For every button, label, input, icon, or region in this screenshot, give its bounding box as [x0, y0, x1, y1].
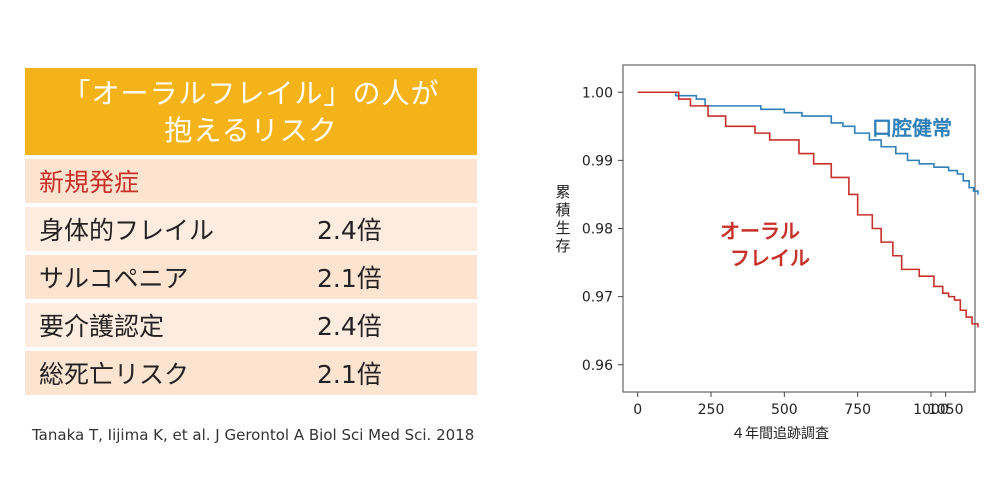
x-tick-label: 750 — [844, 402, 871, 418]
legend-label-healthy: 口腔健常 — [872, 116, 952, 140]
survival-chart: 1.000.990.980.970.96 0 250 500 750 10001050 … — [555, 64, 979, 442]
series-line-frail — [637, 91, 979, 328]
legend-label-frail-line2: フレイル — [730, 246, 810, 270]
y-axis-label: 累積生存 — [555, 183, 570, 255]
risk-row-value: 2.4倍 — [317, 216, 382, 245]
risk-row-value: 2.1倍 — [317, 360, 382, 389]
y-tick-label: 0.96 — [582, 358, 613, 374]
risk-row: 要介護認定 2.4倍 — [25, 303, 477, 347]
risk-row: 総死亡リスク 2.1倍 — [25, 351, 477, 395]
y-tick-label: 0.98 — [582, 222, 613, 238]
risk-row-label: 身体的フレイル — [39, 216, 215, 245]
x-tick-label: 250 — [698, 402, 725, 418]
y-axis: 1.00 0.99 0.98 0.97 0.96 — [582, 85, 623, 374]
risk-row-label: サルコペニア — [39, 264, 189, 293]
risk-section-row: 新規発症 — [25, 159, 477, 203]
series-line-healthy — [637, 91, 979, 195]
legend-label-frail-line1: オーラル — [720, 219, 800, 243]
x-tick-label: 0 — [633, 402, 642, 418]
risk-section-label: 新規発症 — [39, 168, 140, 197]
x-tick-label: 1000 — [913, 402, 949, 418]
y-tick-label: 0.99 — [582, 153, 613, 169]
risk-row-value: 2.1倍 — [317, 264, 382, 293]
risk-row: 身体的フレイル 2.4倍 — [25, 207, 477, 251]
risk-header-line1: 「オーラルフレイル」の人が — [62, 76, 440, 110]
citation: Tanaka T, Iijima K, et al. J Gerontol A … — [32, 426, 475, 444]
risk-row-value: 2.4倍 — [317, 312, 382, 341]
x-tick-label: 500 — [771, 402, 798, 418]
series-group — [637, 91, 979, 328]
risk-row-label: 要介護認定 — [39, 312, 165, 341]
y-tick-label: 0.97 — [582, 290, 613, 306]
x-axis-label: ４年間追跡調査 — [731, 426, 829, 442]
risk-header-line2: 抱えるリスク — [164, 113, 338, 147]
risk-row-label: 総死亡リスク — [39, 360, 190, 389]
risk-row: サルコペニア 2.1倍 — [25, 255, 477, 299]
x-tick-label: 1050 — [928, 402, 964, 418]
y-tick-label: 1.00 — [582, 85, 613, 101]
risk-table-header: 「オーラルフレイル」の人が 抱えるリスク — [25, 68, 477, 155]
risk-table: 「オーラルフレイル」の人が 抱えるリスク 新規発症 身体的フレイル 2.4倍 サ… — [25, 68, 477, 395]
